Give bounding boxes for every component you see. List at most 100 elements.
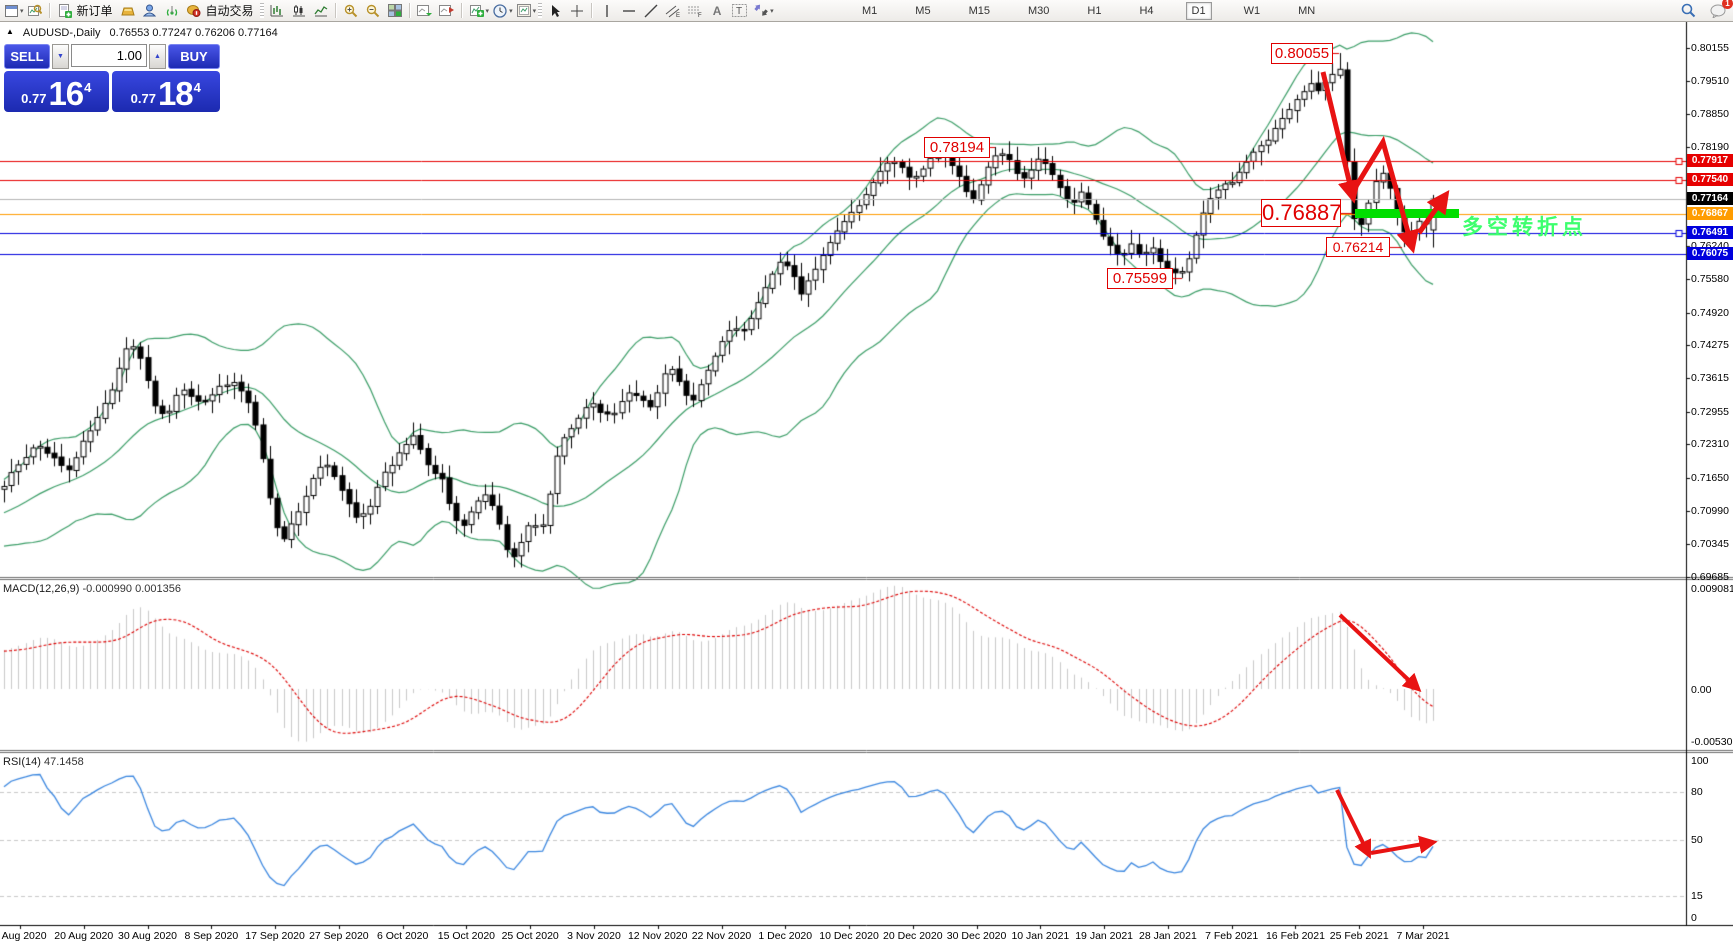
indicators-caret-icon[interactable]: ▾ [485,7,490,15]
price-tick-label: 0.74275 [1691,339,1729,352]
price-annotation[interactable]: 0.78194 [924,136,990,158]
pivot-note-text[interactable]: 多空转折点 [1462,216,1587,239]
notification-badge: 1 [1722,0,1733,9]
timeframe-button-m15[interactable]: M15 [968,4,990,17]
sell-button[interactable]: SELL [4,44,50,69]
expert-advisor-icon[interactable] [140,2,160,20]
periods-icon[interactable] [490,2,510,20]
horizontal-line-icon[interactable] [619,2,639,20]
price-tick-label: 0.71650 [1691,471,1729,484]
rsi-label-row: RSI(14) 47.1458 [3,756,84,768]
toolbar-left-group: ▾ 新订单 自动交易 ▾ ▾ ▾ [0,0,774,21]
buy-price-display[interactable]: 0.77 18 4 [111,71,220,112]
date-label: 6 Oct 2020 [376,930,429,942]
price-tick-label: 0.70990 [1691,505,1729,518]
price-annotation[interactable]: 0.80055 [1271,42,1333,64]
trendline-icon[interactable] [641,2,661,20]
arrows-tool-icon[interactable] [751,2,771,20]
macd-tick-label: -0.005306 [1691,736,1733,748]
date-label: 20 Aug 2020 [54,930,114,942]
new-window-caret-icon[interactable]: ▾ [20,7,24,15]
new-order-label[interactable]: 新订单 [76,4,113,18]
price-annotation[interactable]: 0.76214 [1326,237,1390,258]
crosshair-icon[interactable] [567,2,587,20]
timeframe-button-m30[interactable]: M30 [1027,4,1050,17]
macd-tick-label: 0.009081 [1691,583,1733,595]
fibonacci-icon[interactable]: F [685,2,705,20]
zoom-in-icon[interactable] [341,2,361,20]
line-chart-icon[interactable] [311,2,331,20]
chart-shift-icon[interactable] [437,2,457,20]
timeframe-button-m1[interactable]: M1 [862,4,878,17]
autotrading-label[interactable]: 自动交易 [205,4,254,18]
periods-caret-icon[interactable]: ▾ [509,7,513,15]
arrows-tool-caret-icon[interactable]: ▾ [770,7,774,15]
timeframe-button-d1[interactable]: D1 [1185,1,1212,20]
vertical-line-icon[interactable] [597,2,617,20]
text-label-icon[interactable]: T [729,2,749,20]
timeframe-button-m5[interactable]: M5 [915,4,931,17]
zoom-out-icon[interactable] [363,2,383,20]
timeframe-button-mn[interactable]: MN [1298,4,1316,17]
volume-input[interactable] [71,44,147,67]
auto-scroll-icon[interactable] [415,2,435,20]
search-icon[interactable] [1678,2,1698,20]
sell-price-small: 0.77 [21,91,47,106]
price-tick-label: 0.78190 [1691,141,1729,154]
toolbar-right-group: 1 [1677,0,1733,21]
macd-label: MACD(12,26,9) [3,583,80,595]
timeframe-toolbar: M1 M5 M15 M30 H1 H4 D1 W1 MN [856,1,1347,20]
timeframe-button-w1[interactable]: W1 [1243,4,1261,17]
market-watch-icon[interactable] [25,2,45,20]
price-tick-label: 0.69685 [1691,571,1729,583]
bar-chart-icon[interactable] [267,2,287,20]
date-label: 8 Sep 2020 [184,930,239,942]
rsi-value: 47.1458 [43,756,84,768]
candlestick-chart-icon[interactable] [289,2,309,20]
equidistant-channel-icon[interactable]: E [663,2,683,20]
symbol-title: AUDUSD-,Daily [22,27,101,39]
templates-caret-icon[interactable]: ▾ [532,7,537,15]
svg-text:F: F [698,13,702,18]
buy-button[interactable]: BUY [168,44,220,69]
ohlc-values: 0.76553 0.77247 0.76206 0.77164 [109,27,278,39]
autotrading-icon[interactable] [184,2,204,20]
rsi-label: RSI(14) [3,756,41,768]
rsi-tick-label: 80 [1691,786,1703,798]
new-window-icon[interactable] [1,2,21,20]
buy-price-big: 18 [157,75,194,112]
date-label: 1 Dec 2020 [758,930,813,942]
cursor-icon[interactable] [545,2,565,20]
one-click-trade-panel: SELL ▼ ▲ BUY 0.77 16 4 0.77 18 4 [4,44,220,112]
volume-up-button[interactable]: ▲ [149,44,166,69]
gold-icon[interactable] [118,2,138,20]
price-annotation[interactable]: 0.75599 [1107,267,1173,289]
collapse-panel-icon[interactable]: ▲ [6,27,14,36]
sell-price-big: 16 [48,75,84,112]
signal-icon[interactable] [162,2,182,20]
trend-highlight-bar[interactable] [1355,208,1459,218]
templates-icon[interactable] [514,2,534,20]
indicators-icon[interactable] [467,2,487,20]
timeframe-button-h1[interactable]: H1 [1087,4,1102,17]
sell-price-sup: 4 [84,80,92,95]
chat-icon[interactable]: 1 [1708,0,1733,20]
timeframe-button-h4[interactable]: H4 [1139,4,1154,17]
rsi-tick-label: 100 [1691,755,1709,767]
chart-title-row: ▲ AUDUSD-,Daily 0.76553 0.77247 0.76206 … [6,27,278,39]
price-annotation[interactable]: 0.76887 [1261,199,1342,228]
date-label: 28 Jan 2021 [1139,930,1197,942]
volume-down-button[interactable]: ▼ [52,44,69,69]
tile-windows-icon[interactable] [385,2,405,20]
macd-tick-label: 0.00 [1691,684,1712,696]
new-order-icon[interactable] [55,2,75,20]
price-tick-label: 0.75580 [1691,273,1729,286]
sell-price-display[interactable]: 0.77 16 4 [4,71,109,112]
price-tick-label: 0.70345 [1691,537,1729,550]
price-badge: 0.76491 [1687,226,1733,240]
price-tick-label: 0.73615 [1691,372,1729,385]
text-icon[interactable]: A [712,3,722,18]
svg-text:T: T [736,6,742,17]
